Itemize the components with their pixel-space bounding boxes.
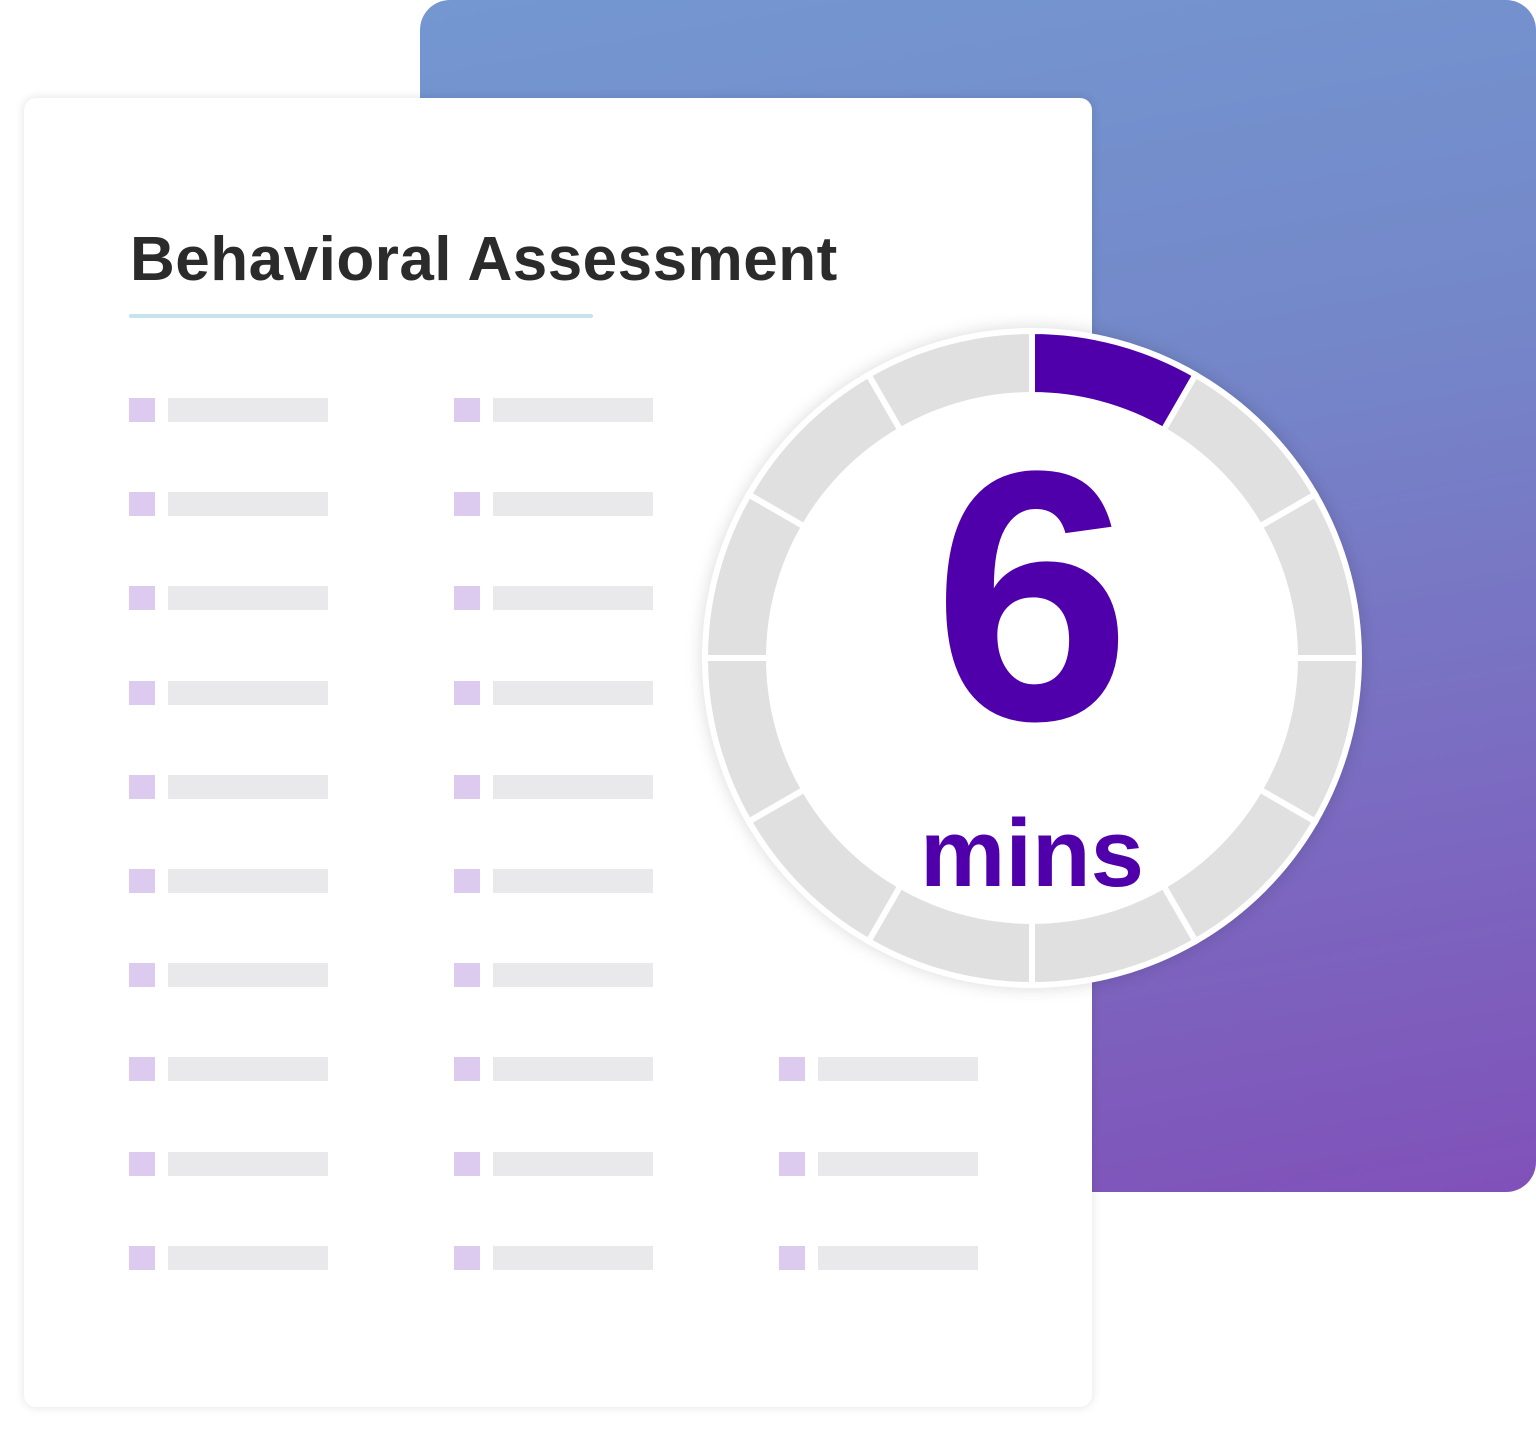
placeholder-line	[493, 680, 653, 705]
placeholder-line	[493, 1151, 653, 1176]
placeholder-bullet	[129, 492, 155, 517]
timer-dial: 6 mins	[700, 326, 1364, 990]
ring-background	[705, 331, 1359, 985]
placeholder-line	[168, 398, 328, 422]
placeholder-line	[493, 1057, 653, 1082]
placeholder-bullet	[779, 1151, 805, 1176]
placeholder-bullet	[129, 869, 155, 893]
placeholder-line	[168, 492, 328, 517]
timer-unit: mins	[919, 800, 1145, 907]
placeholder-bullet	[129, 1057, 155, 1082]
placeholder-line	[168, 774, 328, 799]
card-title: Behavioral Assessment	[130, 225, 838, 294]
placeholder-bullet	[454, 1245, 480, 1270]
placeholder-line	[168, 680, 328, 705]
placeholder-line	[493, 586, 653, 611]
placeholder-bullet	[454, 869, 480, 893]
progress-ring	[701, 327, 1363, 989]
placeholder-bullet	[454, 1151, 480, 1176]
placeholder-bullet	[454, 1057, 480, 1082]
placeholder-line	[493, 492, 653, 517]
placeholder-line	[168, 1245, 328, 1270]
placeholder-bullet	[454, 492, 480, 517]
placeholder-bullet	[129, 1151, 155, 1176]
timer-value: 6	[933, 398, 1131, 795]
placeholder-line	[493, 398, 653, 422]
placeholder-bullet	[129, 1245, 155, 1270]
placeholder-bullet	[129, 680, 155, 705]
placeholder-line	[493, 1245, 653, 1270]
placeholder-line	[818, 1245, 978, 1270]
placeholder-bullet	[454, 774, 480, 799]
title-underline	[129, 314, 593, 318]
placeholder-line	[818, 1057, 978, 1082]
placeholder-bullet	[454, 680, 480, 705]
placeholder-line	[818, 1151, 978, 1176]
placeholder-bullet	[454, 963, 480, 988]
placeholder-line	[168, 1057, 328, 1082]
placeholder-line	[168, 1151, 328, 1176]
placeholder-line	[168, 963, 328, 988]
placeholder-line	[168, 586, 328, 611]
placeholder-line	[168, 869, 328, 893]
placeholder-bullet	[454, 586, 480, 611]
placeholder-bullet	[129, 774, 155, 799]
placeholder-bullet	[129, 398, 155, 422]
placeholder-bullet	[779, 1057, 805, 1082]
placeholder-bullet	[454, 398, 480, 422]
placeholder-line	[493, 963, 653, 988]
placeholder-bullet	[129, 963, 155, 988]
placeholder-line	[493, 869, 653, 893]
ring-segment-empty	[864, 327, 1035, 435]
placeholder-bullet	[129, 586, 155, 611]
placeholder-line	[493, 774, 653, 799]
placeholder-bullet	[779, 1245, 805, 1270]
